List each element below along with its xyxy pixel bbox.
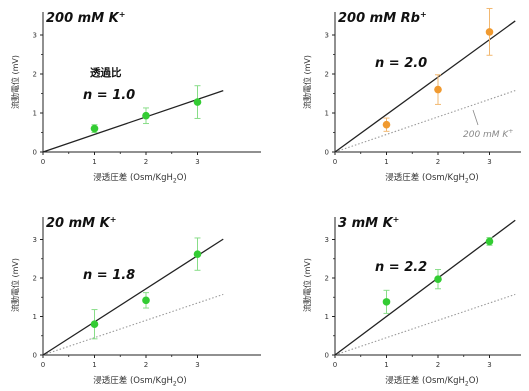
panel-title-superscript: + [119, 10, 126, 19]
y-tick-label: 1 [325, 313, 329, 321]
reference-line [42, 293, 224, 356]
data-point [382, 298, 391, 306]
data-point [434, 275, 442, 283]
panel-title-superscript: + [420, 10, 427, 19]
x-tick-label: 2 [144, 158, 148, 166]
y-tick-label: 0 [33, 352, 37, 360]
x-tick-label: 3 [195, 361, 199, 369]
x-tick-label: 3 [195, 158, 199, 166]
y-tick-label: 1 [325, 110, 329, 118]
y-tick-label: 3 [33, 32, 37, 40]
y-tick-label: 0 [325, 352, 329, 360]
data-point [193, 98, 202, 106]
x-axis-label-subscript: 2 [173, 178, 177, 185]
data-point [382, 120, 391, 129]
y-axis-label: 流動電位 (mV) [302, 55, 312, 109]
data-point [485, 237, 494, 246]
x-axis-label-end: O) [177, 173, 187, 183]
panel-title-text: 200 mM Rb [338, 11, 420, 26]
x-axis-label: 浸透圧差 (Osm/KgH2O) [93, 172, 187, 185]
y-tick-label: 3 [325, 32, 329, 40]
x-tick-label: 0 [41, 158, 45, 166]
annotation: n = 2.2 [375, 260, 427, 275]
x-axis-label-subscript: 2 [465, 178, 469, 185]
x-axis-label-main: 浸透圧差 (Osm/KgH [93, 172, 173, 183]
fit-line [334, 20, 516, 153]
x-tick-label: 0 [333, 158, 337, 166]
reference-label-text: 200 mM K [463, 130, 509, 140]
reference-line [334, 90, 516, 153]
y-tick-label: 2 [325, 71, 329, 79]
panel-title-text: 20 mM K [46, 216, 111, 231]
fit-line [334, 219, 516, 356]
annotation: n = 1.0 [83, 88, 135, 103]
fit-line [42, 238, 224, 356]
y-axis-label: 流動電位 (mV) [10, 55, 20, 109]
data-point [485, 28, 494, 36]
x-axis-label-main: 浸透圧差 (Osm/KgH [385, 172, 465, 183]
y-axis-label: 流動電位 (mV) [302, 258, 312, 312]
fit-line [42, 89, 224, 153]
panel-title-superscript: + [393, 215, 400, 224]
annotation-top: 透過比 [90, 66, 122, 79]
y-tick-label: 0 [325, 149, 329, 157]
x-axis-label: 浸透圧差 (Osm/KgH2O) [93, 375, 187, 388]
data-point [142, 296, 150, 305]
x-axis-label: 浸透圧差 (Osm/KgH2O) [385, 172, 479, 185]
x-axis-label-subscript: 2 [465, 381, 469, 388]
x-tick-label: 1 [92, 361, 96, 369]
y-tick-label: 2 [33, 71, 37, 79]
x-axis-label-end: O) [469, 173, 479, 183]
y-tick-label: 1 [33, 313, 37, 321]
panel-title: 200 mM K+ [46, 10, 125, 26]
reference-label: 200 mM K+ [463, 128, 513, 140]
data-point [193, 250, 202, 258]
y-tick-label: 2 [325, 275, 329, 283]
x-tick-label: 2 [436, 361, 440, 369]
panel-title: 20 mM K+ [46, 215, 116, 231]
x-tick-label: 1 [384, 158, 388, 166]
annotation: n = 2.0 [375, 56, 427, 71]
panel-title: 200 mM Rb+ [338, 10, 427, 26]
y-axis-label: 流動電位 (mV) [10, 258, 20, 312]
panel-title: 3 mM K+ [338, 215, 399, 231]
y-tick-label: 2 [33, 275, 37, 283]
y-tick-label: 1 [33, 110, 37, 118]
y-tick-label: 3 [33, 236, 37, 244]
y-tick-label: 0 [33, 149, 37, 157]
x-tick-label: 2 [436, 158, 440, 166]
x-tick-label: 3 [487, 158, 491, 166]
x-axis-label: 浸透圧差 (Osm/KgH2O) [385, 375, 479, 388]
data-point [434, 85, 442, 94]
annotation: n = 1.8 [83, 268, 135, 283]
data-point [90, 320, 99, 329]
x-tick-label: 2 [144, 361, 148, 369]
reference-label-pointer [472, 109, 479, 126]
x-tick-label: 0 [333, 361, 337, 369]
x-axis-label-end: O) [469, 376, 479, 386]
x-tick-label: 3 [487, 361, 491, 369]
panel-title-text: 200 mM K [46, 11, 120, 26]
x-axis-label-main: 浸透圧差 (Osm/KgH [93, 375, 173, 386]
x-axis-label-main: 浸透圧差 (Osm/KgH [385, 375, 465, 386]
x-tick-label: 1 [384, 361, 388, 369]
panel-title-superscript: + [110, 215, 117, 224]
reference-label-superscript: + [508, 128, 513, 135]
x-axis-label-subscript: 2 [173, 381, 177, 388]
panel-1: 0 1 2 3 0 1 2 3 200 mM K+ 透過比 n = 1.0 浸透圧差 (Osm/KgH… [10, 10, 261, 185]
panel-title-text: 3 mM K [338, 216, 394, 231]
data-point [90, 124, 99, 133]
x-axis-label-end: O) [177, 376, 187, 386]
x-tick-label: 0 [41, 361, 45, 369]
x-tick-label: 1 [92, 158, 96, 166]
y-tick-label: 3 [325, 236, 329, 244]
reference-line [334, 293, 516, 356]
data-point [142, 111, 150, 120]
